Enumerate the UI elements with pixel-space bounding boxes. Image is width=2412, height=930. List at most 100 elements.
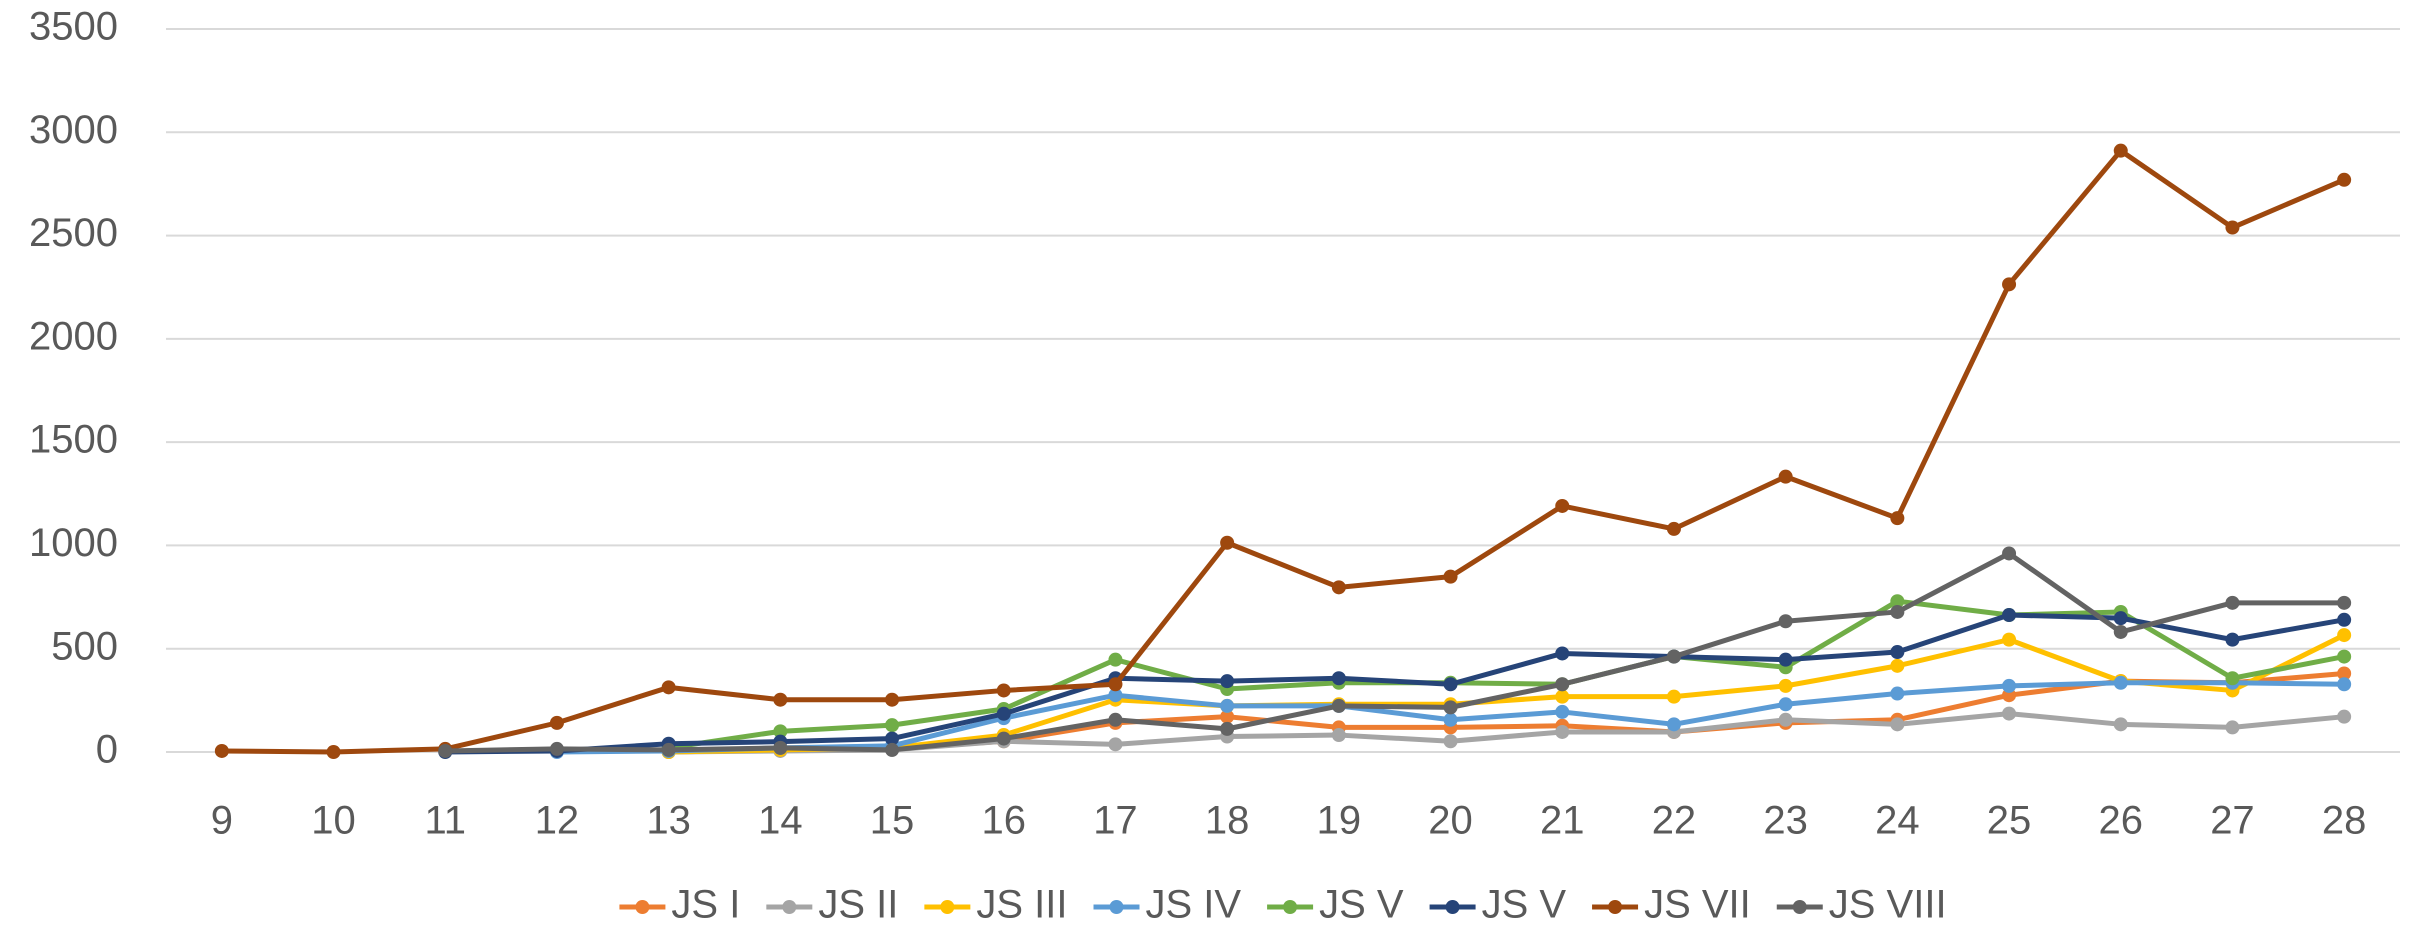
point — [1331, 580, 1346, 595]
point — [1331, 728, 1346, 743]
point — [773, 692, 788, 707]
series-line — [445, 550, 2345, 754]
point — [1666, 521, 1681, 536]
legend-label: JS VII — [1644, 883, 1751, 927]
point — [2113, 143, 2128, 158]
point — [1108, 652, 1123, 667]
point — [326, 745, 341, 759]
point — [2225, 632, 2240, 647]
x-tick-label: 18 — [1205, 799, 1250, 843]
x-tick-label: 9 — [211, 799, 233, 843]
x-tick-label: 21 — [1540, 799, 1585, 843]
point — [1890, 658, 1905, 673]
legend-label: JS V — [1482, 883, 1567, 927]
point — [1443, 677, 1458, 692]
point — [1220, 674, 1235, 689]
point — [1666, 717, 1681, 732]
point — [996, 683, 1011, 698]
x-tick-label: 19 — [1317, 799, 1362, 843]
x-tick-label: 25 — [1987, 799, 2032, 843]
legend-marker — [940, 900, 955, 914]
x-tick-label: 12 — [535, 799, 580, 843]
series-line — [668, 598, 2345, 751]
legend-label: JS III — [976, 883, 1067, 927]
point — [1778, 469, 1793, 484]
y-tick-label: 2500 — [29, 211, 118, 255]
point — [2002, 546, 2017, 561]
point — [2337, 595, 2352, 610]
point — [1220, 709, 1235, 724]
point — [2337, 666, 2352, 681]
legend: JS I JS II JS III JS IV JS V JS V JS VII JS VII… — [619, 883, 1947, 927]
point — [1555, 704, 1570, 719]
point — [2002, 678, 2017, 693]
legend-label: JS V — [1319, 883, 1404, 927]
x-tick-label: 20 — [1428, 799, 1473, 843]
point — [1666, 689, 1681, 704]
y-tick-label: 1000 — [29, 521, 118, 565]
point — [996, 706, 1011, 721]
point — [1443, 700, 1458, 715]
point — [1890, 717, 1905, 732]
point — [2113, 675, 2128, 690]
series-line — [445, 612, 2345, 755]
point — [2002, 632, 2017, 647]
point — [885, 692, 900, 707]
x-tick-label: 26 — [2099, 799, 2144, 843]
series-line — [668, 632, 2346, 755]
point — [2113, 717, 2128, 732]
point — [2002, 608, 2017, 623]
legend-marker — [1608, 900, 1623, 914]
point — [1890, 604, 1905, 619]
point — [2002, 706, 2017, 721]
point — [1331, 671, 1346, 686]
point — [1890, 594, 1905, 609]
legend-label: JS II — [818, 883, 898, 927]
point — [438, 743, 453, 758]
y-tick-label: 3000 — [29, 108, 118, 152]
point — [1443, 569, 1458, 584]
point — [996, 731, 1011, 746]
x-tick-label: 17 — [1093, 799, 1138, 843]
point — [773, 740, 788, 755]
point — [2337, 612, 2352, 627]
y-tick-label: 2000 — [29, 314, 118, 358]
legend-label: JS IV — [1146, 883, 1242, 927]
point — [1108, 677, 1123, 692]
point — [1778, 712, 1793, 727]
x-tick-label: 24 — [1875, 799, 1920, 843]
legend-marker — [782, 900, 797, 914]
x-tick-label: 22 — [1652, 799, 1697, 843]
point — [2337, 677, 2352, 692]
point — [214, 743, 229, 758]
series-line — [221, 148, 2346, 755]
point — [2225, 220, 2240, 235]
point — [1220, 721, 1235, 736]
point — [885, 742, 900, 757]
x-tick-label: 23 — [1763, 799, 1808, 843]
y-tick-label: 1500 — [29, 418, 118, 462]
point — [1555, 498, 1570, 513]
x-tick-label: 10 — [311, 799, 356, 843]
legend-marker — [1109, 900, 1124, 914]
point — [2337, 649, 2352, 664]
point — [1555, 677, 1570, 692]
point — [1555, 646, 1570, 661]
point — [1666, 649, 1681, 664]
x-tick-label: 11 — [424, 799, 466, 843]
point — [2225, 671, 2240, 686]
point — [549, 715, 564, 730]
point — [1443, 734, 1458, 749]
point — [1778, 652, 1793, 667]
point — [2113, 624, 2128, 639]
point — [2002, 277, 2017, 292]
legend-marker — [1283, 900, 1298, 914]
point — [1890, 511, 1905, 526]
point — [1778, 678, 1793, 693]
legend-marker — [1445, 900, 1460, 914]
point — [2337, 628, 2352, 643]
x-tick-label: 27 — [2210, 799, 2255, 843]
point — [773, 724, 788, 739]
point — [885, 718, 900, 733]
